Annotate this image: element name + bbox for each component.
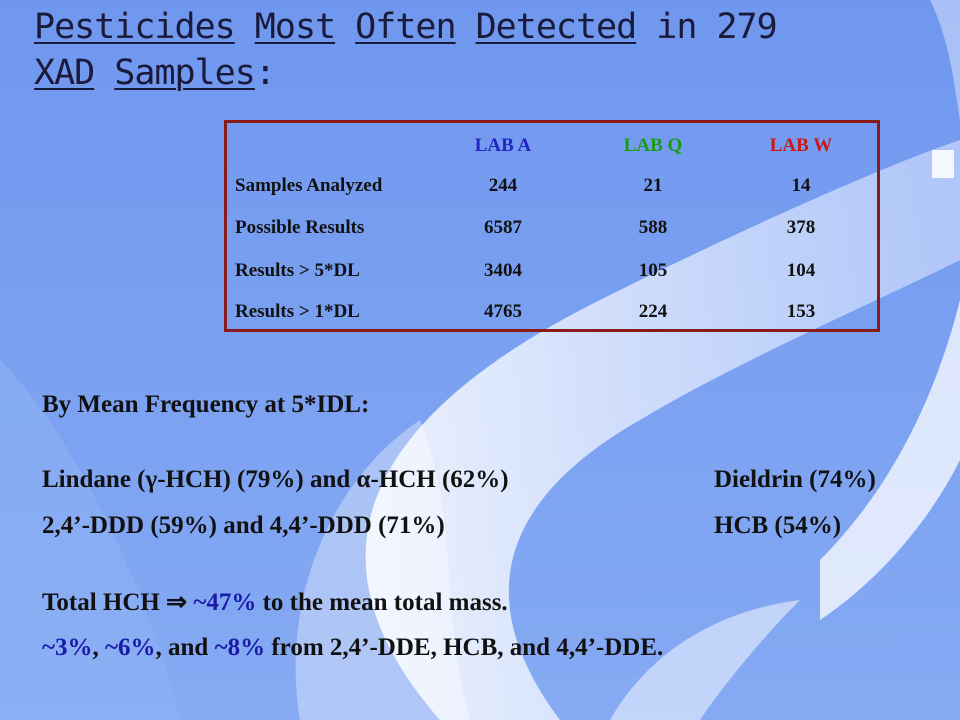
table-cell: 3404: [484, 260, 522, 281]
table-cell: 224: [638, 301, 668, 322]
highlight-percent: ~3%: [42, 634, 93, 661]
total-hch-text: Total HCH: [42, 589, 167, 616]
title-word: :: [254, 53, 276, 93]
frequency-heading: By Mean Frequency at 5*IDL:: [42, 391, 370, 418]
detection-line-1: Lindane (γ-HCH) (79%) and α-HCH (62%): [42, 466, 509, 493]
total-hch-line: Total HCH ⇒ ~47% to the mean total mass.: [42, 588, 508, 618]
table-cell: 6587: [484, 217, 522, 238]
highlight-percent: ~47%: [187, 589, 257, 616]
implies-arrow-icon: ⇒: [166, 589, 188, 616]
total-hch-text: to the mean total mass.: [256, 589, 508, 616]
column-header-lab-q: LAB Q: [623, 135, 683, 156]
table-cell: 21: [643, 175, 663, 196]
title-word: XAD: [34, 53, 95, 93]
table-cell: 244: [488, 175, 518, 196]
dde-text: , and: [155, 634, 215, 661]
row-label: Possible Results: [235, 217, 365, 238]
row-label: Samples Analyzed: [235, 175, 383, 196]
title-word: Pesticides: [34, 7, 236, 47]
title-word: Often: [355, 7, 456, 47]
column-header-lab-a: LAB A: [474, 135, 532, 156]
highlight-percent: ~8%: [214, 634, 266, 661]
detection-line-2: 2,4’-DDD (59%) and 4,4’-DDD (71%): [42, 512, 445, 539]
dde-contribution-line: ~3%, ~6%, and ~8% from 2,4’-DDE, HCB, an…: [42, 633, 663, 663]
title-word: Detected: [475, 7, 638, 47]
detection-line-1-right: Dieldrin (74%): [714, 466, 876, 493]
slide-title: Pesticides Most Often Detected in 279 XA…: [34, 4, 934, 96]
dde-text: from 2,4’-DDE, HCB, and 4,4’-DDE.: [265, 634, 664, 661]
title-word: in 279: [656, 7, 777, 47]
table-cell: 153: [786, 301, 816, 322]
title-word: Most: [254, 7, 336, 47]
row-label: Results > 1*DL: [235, 301, 360, 322]
highlight-percent: ~6%: [105, 634, 156, 661]
column-header-lab-w: LAB W: [769, 135, 833, 156]
table-cell: 14: [791, 175, 811, 196]
results-table: LAB A LAB Q LAB W Samples Analyzed 244 2…: [224, 120, 880, 332]
row-label: Results > 5*DL: [235, 260, 360, 281]
table-cell: 588: [638, 217, 668, 238]
table-cell: 104: [786, 260, 816, 281]
table-cell: 105: [638, 260, 668, 281]
detection-line-2-right: HCB (54%): [714, 512, 842, 539]
title-word: Samples: [114, 53, 256, 93]
table-cell: 378: [786, 217, 816, 238]
dde-text: ,: [92, 634, 106, 661]
table-cell: 4765: [484, 301, 522, 322]
